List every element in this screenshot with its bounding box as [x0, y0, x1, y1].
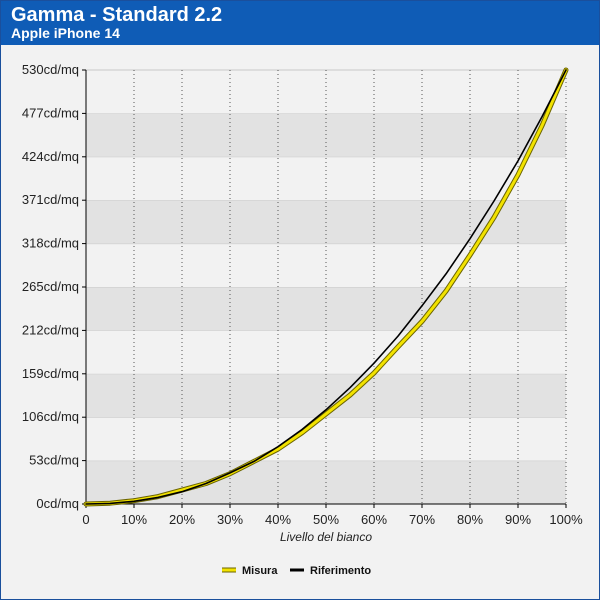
x-tick-label: 80%	[457, 512, 483, 527]
y-tick-label: 530cd/mq	[22, 62, 79, 77]
y-tick-label: 265cd/mq	[22, 279, 79, 294]
y-tick-label: 0cd/mq	[36, 496, 79, 511]
legend-label-misura: Misura	[242, 565, 278, 577]
x-tick-label: 90%	[505, 512, 531, 527]
y-tick-label: 371cd/mq	[22, 192, 79, 207]
chart-title: Gamma - Standard 2.2	[11, 4, 223, 26]
y-tick-label: 477cd/mq	[22, 105, 79, 120]
grid-band	[86, 287, 566, 331]
series-misura-line	[84, 68, 568, 506]
grid-band	[86, 330, 566, 374]
series-riferimento-line	[85, 69, 567, 505]
y-tick-label: 53cd/mq	[29, 453, 79, 468]
x-tick-label: 100%	[549, 512, 583, 527]
x-tick-label: 20%	[169, 512, 195, 527]
x-tick-label: 40%	[265, 512, 291, 527]
y-tick-label: 212cd/mq	[22, 322, 79, 337]
grid-band	[86, 200, 566, 244]
legend-label-riferimento: Riferimento	[310, 565, 371, 577]
x-tick-label: 10%	[121, 512, 147, 527]
chart-subtitle: Apple iPhone 14	[11, 25, 120, 41]
x-tick-label: 0	[82, 512, 89, 527]
x-tick-label: 30%	[217, 512, 243, 527]
x-tick-label: 70%	[409, 512, 435, 527]
x-tick-label: 60%	[361, 512, 387, 527]
x-tick-label: 50%	[313, 512, 339, 527]
grid-band	[86, 113, 566, 157]
x-axis-title: Livello del bianco	[280, 530, 372, 544]
legend: Misura Riferimento	[222, 565, 371, 577]
chart-header: Gamma - Standard 2.2 Apple iPhone 14	[1, 1, 599, 45]
y-tick-label: 106cd/mq	[22, 409, 79, 424]
y-tick-label: 318cd/mq	[22, 236, 79, 251]
y-tick-label: 424cd/mq	[22, 149, 79, 164]
y-tick-label: 159cd/mq	[22, 366, 79, 381]
